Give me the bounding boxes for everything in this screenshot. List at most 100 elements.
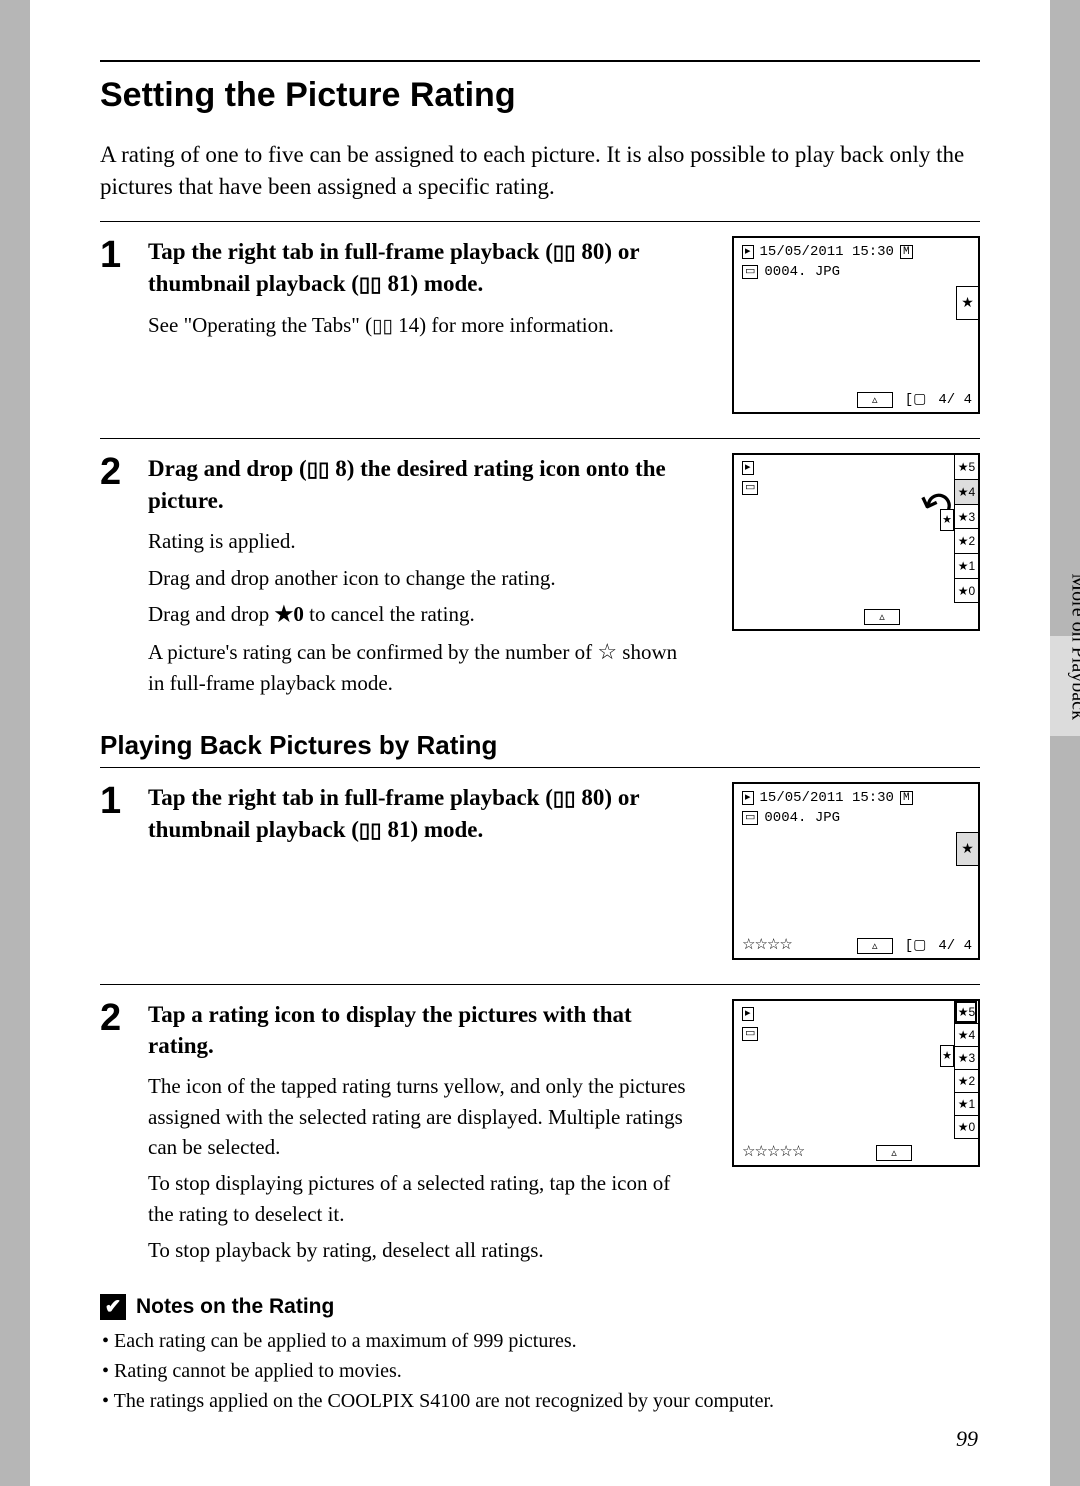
- note-item: The ratings applied on the COOLPIX S4100…: [102, 1386, 980, 1416]
- t: 14) for more information.: [393, 313, 614, 337]
- notes-list: Each rating can be applied to a maximum …: [100, 1326, 980, 1416]
- play-icon: ▸: [742, 245, 754, 259]
- book-icon: ▯▯: [553, 786, 576, 814]
- step-title: Tap the right tab in full-frame playback…: [148, 236, 678, 300]
- book-icon: ▯▯: [372, 313, 393, 340]
- step-note: The icon of the tapped rating turns yell…: [148, 1071, 698, 1162]
- t: Tap the right tab in full-frame playback…: [148, 785, 553, 810]
- step-note: Rating is applied.: [148, 526, 678, 556]
- star-tab: ★: [940, 1045, 954, 1067]
- battery-icon: ▭: [742, 265, 758, 279]
- divider: [100, 984, 980, 985]
- star-outline-icon: ☆: [597, 639, 617, 664]
- battery-icon: ▭: [742, 811, 758, 825]
- step-note: Drag and drop another icon to change the…: [148, 563, 678, 593]
- section-side-label: More on Playback: [1067, 573, 1080, 720]
- manual-page: Setting the Picture Rating A rating of o…: [30, 0, 1050, 1486]
- lcd-counter: 4/ 4: [938, 392, 972, 408]
- divider: [100, 438, 980, 439]
- rating-1: ★1: [954, 1092, 978, 1116]
- step-note: Drag and drop ★0 to cancel the rating.: [148, 599, 678, 629]
- lcd-illustration-1: ▸ 15/05/2011 15:30 M ▭ 0004. JPG ★ ▵ [▢ 4/ …: [732, 236, 980, 414]
- t: 81) mode.: [382, 817, 484, 842]
- lcd-file: 0004. JPG: [764, 264, 840, 280]
- lcd-camera: [▢: [905, 391, 927, 408]
- rating-column: ★5 ★4 ★3 ★2 ★1 ★0: [954, 1001, 978, 1139]
- subheading: Playing Back Pictures by Rating: [100, 730, 980, 761]
- lcd-right-tab: ★: [956, 286, 978, 320]
- step-title: Drag and drop (▯▯ 8) the desired rating …: [148, 453, 678, 516]
- step-number: 1: [100, 236, 148, 414]
- rating-2: ★2: [954, 1069, 978, 1093]
- star-icon: ★: [961, 295, 974, 312]
- battery-icon: ▭: [742, 1027, 758, 1041]
- book-icon: ▯▯: [359, 272, 382, 300]
- note-item: Rating cannot be applied to movies.: [102, 1356, 980, 1386]
- note-item: Each rating can be applied to a maximum …: [102, 1326, 980, 1356]
- rating-2: ★2: [954, 528, 978, 554]
- divider: [100, 221, 980, 222]
- section1-step1: 1 Tap the right tab in full-frame playba…: [100, 236, 980, 414]
- page-title: Setting the Picture Rating: [100, 76, 980, 115]
- check-icon: ✔: [100, 1294, 126, 1320]
- step-number: 2: [100, 999, 148, 1272]
- battery-icon: ▭: [742, 481, 758, 495]
- book-icon: ▯▯: [553, 240, 576, 268]
- rating-column: ★5 ★4 ★3 ★2 ★1 ★0: [954, 455, 978, 603]
- lcd-illustration-3: ▸15/05/2011 15:30M ▭0004. JPG ★ ☆☆☆☆ ▵ […: [732, 782, 980, 960]
- mode-icon: M: [900, 791, 913, 805]
- book-icon: ▯▯: [307, 457, 330, 485]
- lcd-camera: [▢: [905, 937, 927, 954]
- step-note: See "Operating the Tabs" (▯▯ 14) for mor…: [148, 310, 678, 340]
- step-title: Tap a rating icon to display the picture…: [148, 999, 698, 1061]
- mode-icon: M: [900, 245, 913, 259]
- t: Drag and drop: [148, 602, 275, 626]
- lcd-right-tab: ★: [956, 832, 978, 866]
- rating-1: ★1: [954, 553, 978, 579]
- step-note: To stop displaying pictures of a selecte…: [148, 1168, 698, 1229]
- rating-3: ★3: [954, 504, 978, 530]
- lcd-date: 15/05/2011 15:30: [760, 244, 894, 260]
- up-arrow-icon: ▵: [876, 1145, 912, 1161]
- play-icon: ▸: [742, 1007, 754, 1021]
- step-note: A picture's rating can be confirmed by t…: [148, 636, 678, 698]
- notes-title: Notes on the Rating: [136, 1295, 334, 1319]
- lcd-illustration-4: ▸ ▭ ★5 ★4 ★3 ★2 ★1 ★0 ★ ☆☆☆☆☆ ▵: [732, 999, 980, 1167]
- notes-heading: ✔ Notes on the Rating: [100, 1294, 980, 1320]
- up-arrow-icon: ▵: [857, 392, 893, 408]
- top-rule: [100, 60, 980, 62]
- t: 81) mode.: [382, 271, 484, 296]
- divider: [100, 767, 980, 768]
- section2-step2: 2 Tap a rating icon to display the pictu…: [100, 999, 980, 1272]
- up-arrow-icon: ▵: [864, 609, 900, 625]
- lcd-counter: 4/ 4: [938, 938, 972, 954]
- step-title: Tap the right tab in full-frame playback…: [148, 782, 678, 846]
- lcd-illustration-2: ▸ ▭ ★5 ★4 ★3 ★2 ★1 ★0 ★ ↶ ▵: [732, 453, 980, 631]
- section2-step1: 1 Tap the right tab in full-frame playba…: [100, 782, 980, 960]
- t: See "Operating the Tabs" (: [148, 313, 372, 337]
- rating-5: ★5: [954, 454, 978, 480]
- rating-0: ★0: [954, 1115, 978, 1139]
- t: to cancel the rating.: [304, 602, 475, 626]
- up-arrow-icon: ▵: [857, 938, 893, 954]
- step-note: To stop playback by rating, deselect all…: [148, 1235, 698, 1265]
- rating-5-selected: ★5: [954, 1000, 978, 1024]
- t: Tap the right tab in full-frame playback…: [148, 239, 553, 264]
- lcd-file: 0004. JPG: [764, 810, 840, 826]
- play-icon: ▸: [742, 461, 754, 475]
- rating-0: ★0: [954, 578, 978, 604]
- step-number: 2: [100, 453, 148, 704]
- step-number: 1: [100, 782, 148, 960]
- lcd-date: 15/05/2011 15:30: [760, 790, 894, 806]
- intro-text: A rating of one to five can be assigned …: [100, 139, 980, 203]
- book-icon: ▯▯: [359, 818, 382, 846]
- page-number: 99: [956, 1426, 978, 1452]
- section1-step2: 2 Drag and drop (▯▯ 8) the desired ratin…: [100, 453, 980, 704]
- star-icon: ★: [961, 841, 974, 858]
- rating-3: ★3: [954, 1046, 978, 1070]
- star-zero-icon: ★0: [275, 602, 304, 626]
- t: Drag and drop (: [148, 456, 307, 481]
- t: A picture's rating can be confirmed by t…: [148, 640, 597, 664]
- play-icon: ▸: [742, 791, 754, 805]
- rating-4: ★4: [954, 1023, 978, 1047]
